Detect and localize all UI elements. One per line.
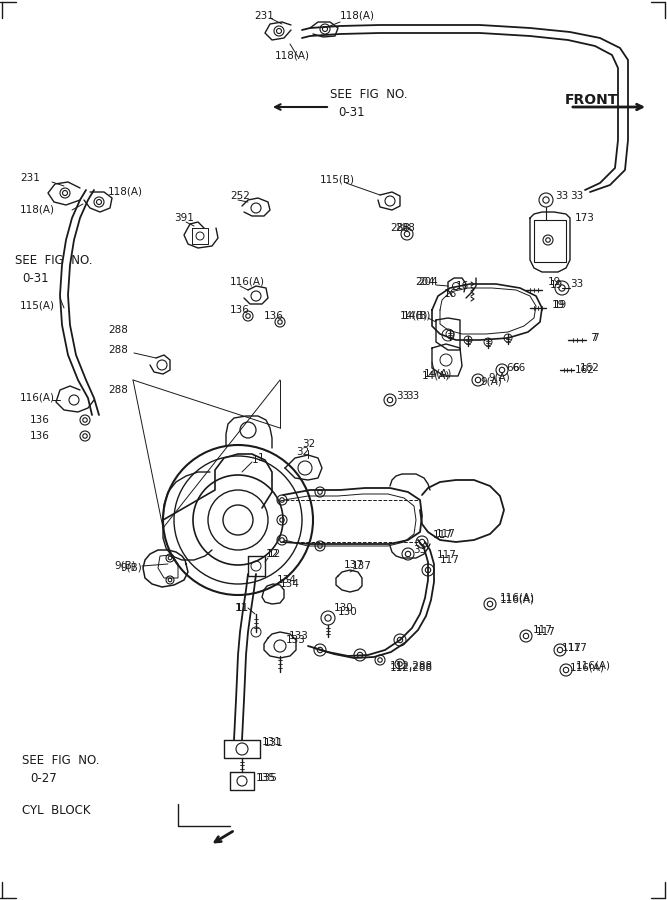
Text: 7: 7: [590, 333, 596, 343]
Text: SEE  FIG  NO.: SEE FIG NO.: [330, 88, 408, 102]
Text: 33: 33: [570, 279, 583, 289]
Text: 136: 136: [30, 415, 50, 425]
Text: 117: 117: [568, 643, 588, 653]
Text: 14(A): 14(A): [422, 371, 450, 381]
Text: SEE  FIG  NO.: SEE FIG NO.: [15, 254, 93, 266]
Text: 19: 19: [554, 300, 567, 310]
Text: 12: 12: [268, 549, 281, 559]
Text: 162: 162: [580, 363, 600, 373]
Text: FRONT: FRONT: [565, 93, 618, 107]
Text: 9(A): 9(A): [480, 377, 502, 387]
Text: 117: 117: [562, 643, 582, 653]
Text: 112,288: 112,288: [390, 661, 433, 671]
Text: 19: 19: [550, 280, 563, 290]
Text: 11: 11: [235, 603, 248, 613]
Text: 118(A): 118(A): [340, 11, 375, 21]
Text: 14(A): 14(A): [424, 369, 452, 379]
Text: 137: 137: [344, 560, 364, 570]
Text: 19: 19: [548, 277, 561, 287]
Text: 288: 288: [395, 223, 415, 233]
Text: 288: 288: [108, 325, 128, 335]
Text: 1: 1: [258, 453, 265, 463]
Text: 130: 130: [338, 607, 358, 617]
Text: 231: 231: [254, 11, 274, 21]
Text: 33: 33: [555, 191, 568, 201]
Text: 116(A): 116(A): [20, 393, 55, 403]
Text: 134: 134: [277, 575, 297, 585]
Text: 16: 16: [444, 289, 458, 299]
Text: CYL  BLOCK: CYL BLOCK: [22, 804, 91, 816]
Text: 33: 33: [406, 391, 420, 401]
Text: 32: 32: [302, 439, 315, 449]
Text: 288: 288: [108, 345, 128, 355]
Text: 117: 117: [437, 550, 457, 560]
Text: 16: 16: [456, 281, 470, 291]
Text: 0-31: 0-31: [22, 272, 49, 284]
Text: 116(A): 116(A): [570, 663, 605, 673]
Text: 116(A): 116(A): [576, 661, 611, 671]
Text: 252: 252: [230, 191, 250, 201]
Text: 115(A): 115(A): [20, 300, 55, 310]
Text: 135: 135: [258, 773, 278, 783]
Text: 288: 288: [390, 223, 410, 233]
Text: 9(B): 9(B): [114, 561, 136, 571]
Text: 117: 117: [533, 625, 553, 635]
Text: 11: 11: [236, 603, 249, 613]
Text: 12: 12: [266, 549, 279, 559]
Text: 117: 117: [436, 529, 456, 539]
Text: 66: 66: [506, 363, 519, 373]
Text: 204: 204: [415, 277, 435, 287]
Text: 33: 33: [413, 545, 426, 555]
Text: 173: 173: [575, 213, 595, 223]
Text: 14(B): 14(B): [403, 310, 432, 320]
Text: 116(A): 116(A): [500, 593, 535, 603]
Text: 162: 162: [575, 365, 595, 375]
Text: 131: 131: [262, 737, 282, 747]
Text: 115(B): 115(B): [320, 175, 355, 185]
Text: 118(A): 118(A): [275, 50, 310, 60]
Text: 117: 117: [433, 530, 453, 540]
Text: 9(B): 9(B): [120, 563, 142, 573]
Text: 33: 33: [396, 391, 410, 401]
Text: 116(A): 116(A): [230, 277, 265, 287]
Text: 112,288: 112,288: [390, 663, 433, 673]
Text: 134: 134: [280, 579, 300, 589]
Text: 9(A): 9(A): [488, 373, 510, 383]
Text: 136: 136: [264, 311, 284, 321]
Text: SEE  FIG  NO.: SEE FIG NO.: [22, 753, 99, 767]
Text: 204: 204: [418, 277, 438, 287]
Text: 135: 135: [256, 773, 276, 783]
Text: 33: 33: [570, 191, 583, 201]
Text: 131: 131: [264, 738, 284, 748]
Text: 391: 391: [174, 213, 194, 223]
Text: 136: 136: [30, 431, 50, 441]
Text: 133: 133: [289, 631, 309, 641]
Text: 137: 137: [352, 561, 372, 571]
Text: 0-27: 0-27: [30, 771, 57, 785]
Text: 117: 117: [536, 627, 556, 637]
Text: 231: 231: [20, 173, 40, 183]
Text: 19: 19: [552, 300, 565, 310]
Text: 133: 133: [286, 635, 306, 645]
Text: 130: 130: [334, 603, 354, 613]
Text: 118(A): 118(A): [20, 205, 55, 215]
Text: 7: 7: [592, 333, 598, 343]
Text: 0-31: 0-31: [338, 106, 365, 120]
Text: 136: 136: [230, 305, 250, 315]
Text: 32: 32: [296, 447, 309, 457]
Text: 117: 117: [440, 555, 460, 565]
Text: 288: 288: [108, 385, 128, 395]
Text: 14(B): 14(B): [400, 310, 428, 320]
Text: 118(A): 118(A): [108, 187, 143, 197]
Text: 66: 66: [512, 363, 525, 373]
Text: 116(A): 116(A): [500, 595, 535, 605]
Text: 1: 1: [252, 455, 259, 465]
